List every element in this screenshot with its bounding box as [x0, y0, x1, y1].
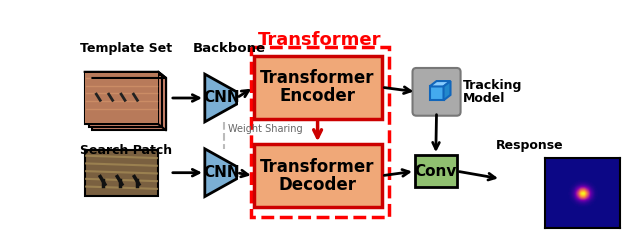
- Text: Response: Response: [496, 139, 564, 152]
- Text: Transformer: Transformer: [261, 69, 375, 87]
- Polygon shape: [430, 86, 443, 100]
- Text: Tracking: Tracking: [463, 79, 522, 92]
- Text: Decoder: Decoder: [279, 176, 357, 194]
- Bar: [92, 78, 166, 130]
- Text: Transformer: Transformer: [258, 31, 382, 49]
- Text: CNN: CNN: [203, 165, 239, 180]
- Text: Backbone: Backbone: [193, 42, 266, 55]
- FancyBboxPatch shape: [413, 68, 460, 116]
- Text: Transformer: Transformer: [261, 158, 375, 176]
- Polygon shape: [205, 74, 237, 122]
- Text: Model: Model: [463, 91, 506, 105]
- Bar: [85, 73, 158, 123]
- Bar: [254, 144, 382, 207]
- Bar: [85, 72, 158, 124]
- Polygon shape: [430, 81, 450, 86]
- Bar: [415, 155, 457, 187]
- Bar: [89, 75, 162, 127]
- Text: Search Patch: Search Patch: [80, 144, 172, 157]
- Text: Conv: Conv: [414, 164, 457, 179]
- Text: Encoder: Encoder: [279, 87, 355, 105]
- Polygon shape: [205, 149, 237, 197]
- Bar: [254, 56, 382, 119]
- Bar: [251, 47, 389, 216]
- Text: Weight Sharing: Weight Sharing: [228, 124, 303, 134]
- Polygon shape: [443, 81, 450, 100]
- Text: Template Set: Template Set: [80, 42, 172, 55]
- Text: CNN: CNN: [203, 90, 239, 106]
- Bar: [85, 150, 158, 196]
